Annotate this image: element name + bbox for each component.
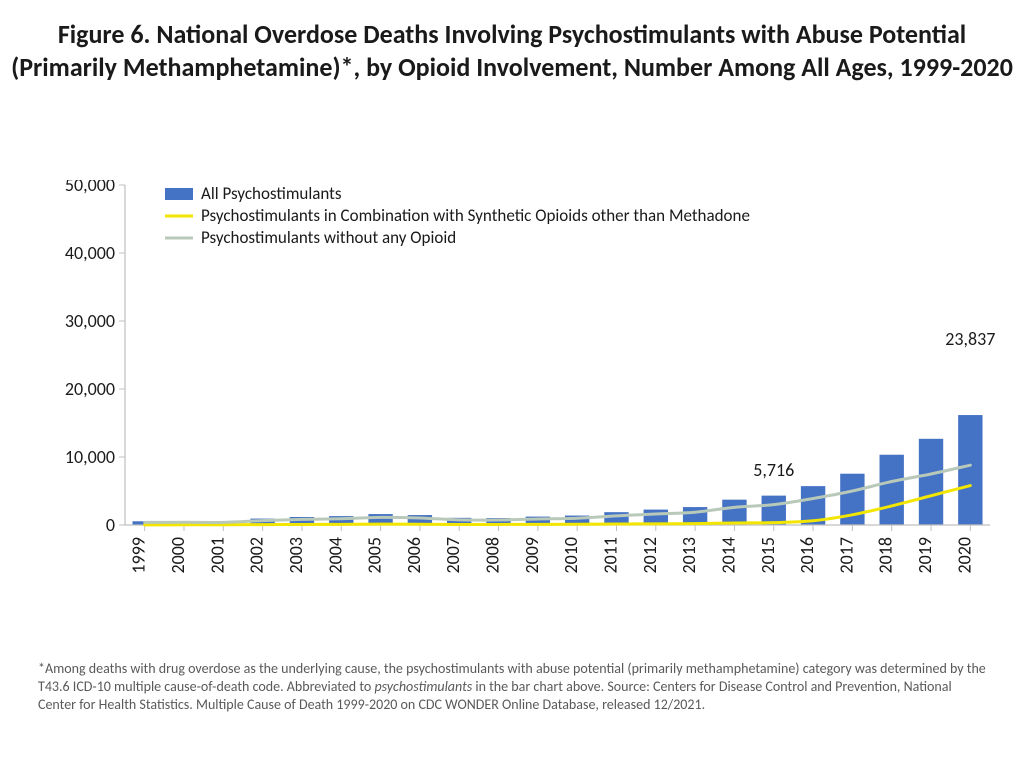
svg-text:2001: 2001 (206, 537, 228, 574)
svg-text:30,000: 30,000 (65, 310, 115, 332)
svg-text:2018: 2018 (875, 537, 897, 574)
svg-text:2013: 2013 (678, 537, 700, 574)
chart-svg: 0 10,000 20,000 30,000 40,000 50,000 1999 2000 2… (30, 180, 1000, 640)
svg-text:2009: 2009 (521, 537, 543, 574)
svg-text:5,716: 5,716 (753, 459, 794, 481)
svg-text:2008: 2008 (482, 537, 504, 574)
svg-text:40,000: 40,000 (65, 242, 115, 264)
svg-text:2020: 2020 (953, 537, 975, 574)
svg-text:2003: 2003 (285, 537, 307, 574)
svg-text:2012: 2012 (639, 537, 661, 574)
svg-text:2000: 2000 (167, 537, 189, 574)
svg-text:2014: 2014 (717, 537, 739, 574)
chart-area: 0 10,000 20,000 30,000 40,000 50,000 1999 2000 2… (30, 180, 1000, 640)
svg-text:2002: 2002 (246, 537, 268, 574)
footnote-italic: psychostimulants (374, 678, 472, 695)
svg-text:Psychostimulants in Combinatio: Psychostimulants in Combination with Syn… (201, 205, 750, 226)
svg-text:2019: 2019 (914, 537, 936, 574)
svg-text:2017: 2017 (835, 537, 857, 574)
svg-text:2006: 2006 (403, 537, 425, 574)
svg-text:23,837: 23,837 (945, 328, 995, 350)
svg-text:2011: 2011 (599, 537, 621, 574)
svg-text:2015: 2015 (757, 537, 779, 574)
svg-text:Psychostimulants without any O: Psychostimulants without any Opioid (201, 227, 456, 248)
svg-text:2005: 2005 (364, 537, 386, 574)
svg-text:0: 0 (106, 514, 115, 536)
svg-text:20,000: 20,000 (65, 378, 115, 400)
chart-title: Figure 6. National Overdose Deaths Invol… (0, 0, 1024, 91)
svg-text:10,000: 10,000 (65, 446, 115, 468)
svg-text:2010: 2010 (560, 537, 582, 574)
svg-text:All Psychostimulants: All Psychostimulants (201, 183, 342, 204)
svg-text:2007: 2007 (442, 537, 464, 574)
footnote: *Among deaths with drug overdose as the … (38, 660, 986, 715)
svg-text:2004: 2004 (324, 537, 346, 574)
svg-text:2016: 2016 (796, 537, 818, 574)
svg-text:50,000: 50,000 (65, 180, 115, 196)
svg-text:1999: 1999 (128, 537, 150, 574)
